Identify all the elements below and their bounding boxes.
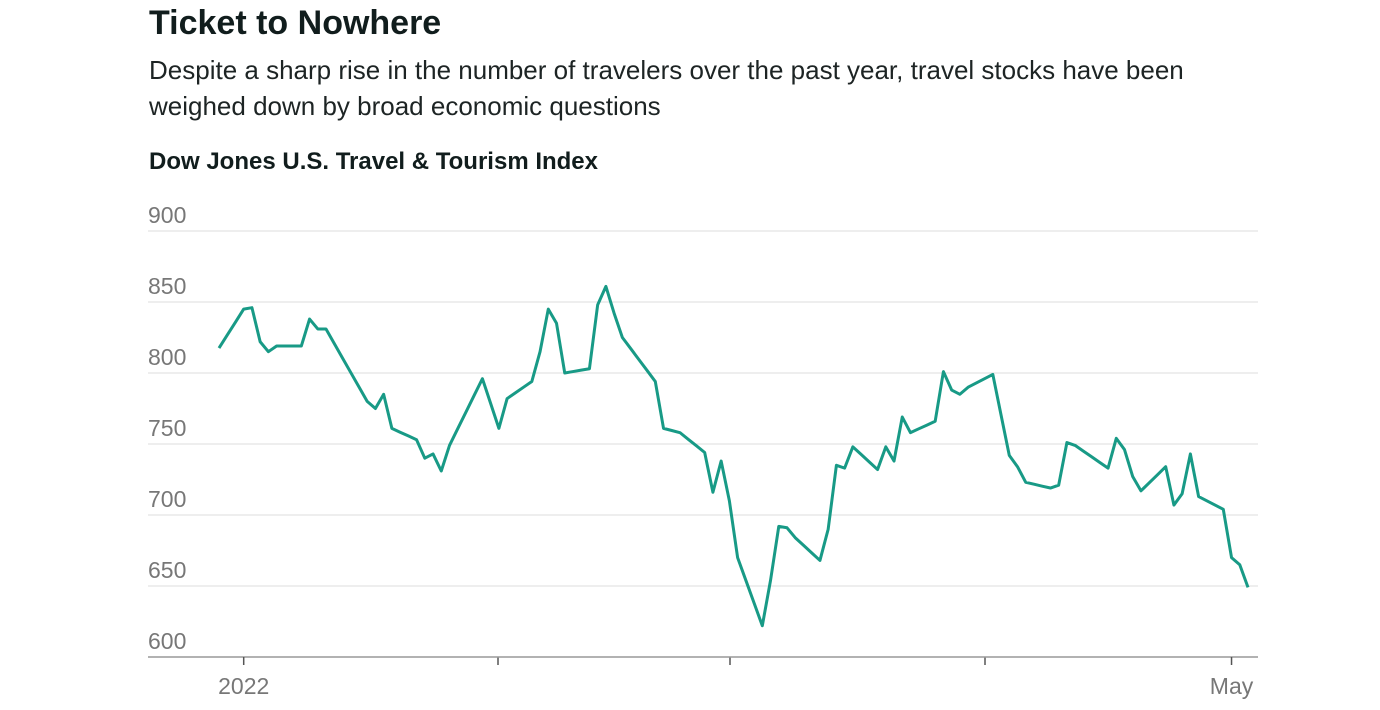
chart-subtitle-heading: Dow Jones U.S. Travel & Tourism Index xyxy=(149,148,599,175)
y-tick-label: 750 xyxy=(148,415,186,441)
y-tick-label: 700 xyxy=(148,486,186,512)
y-tick-label: 650 xyxy=(148,557,186,583)
y-tick-label: 800 xyxy=(148,344,186,370)
subtitle-box: Despite a sharp rise in the number of tr… xyxy=(149,55,1184,121)
x-tick-label: 2022 xyxy=(218,673,269,699)
x-tick-label: May xyxy=(1210,673,1254,699)
y-tick-label: 850 xyxy=(148,273,186,299)
data-line xyxy=(217,284,1250,628)
chart-subtitle: Despite a sharp rise in the number of tr… xyxy=(149,55,1184,121)
chart-title: Ticket to Nowhere xyxy=(149,4,441,42)
y-tick-label: 900 xyxy=(148,202,186,228)
y-tick-label: 600 xyxy=(148,628,186,654)
